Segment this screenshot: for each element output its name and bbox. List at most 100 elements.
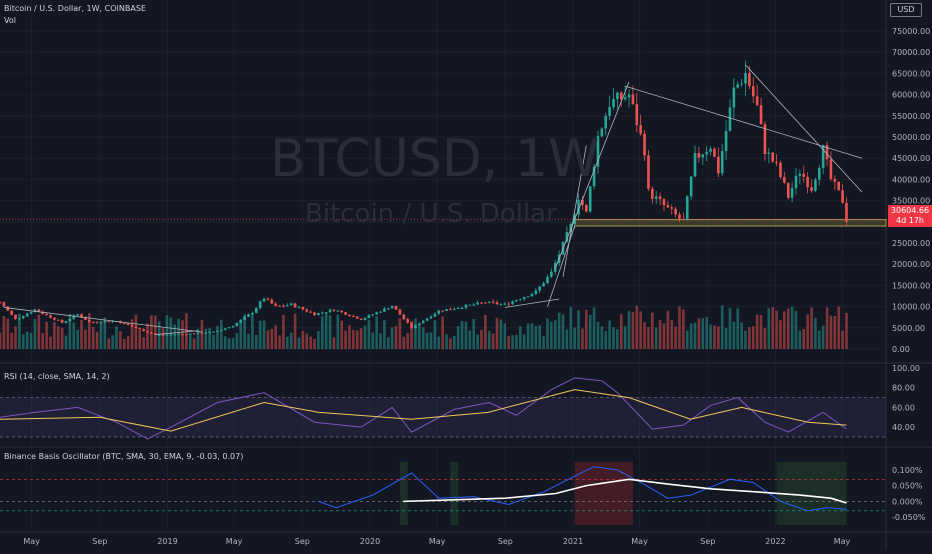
candle-body (270, 299, 274, 304)
candle-body (212, 331, 215, 333)
candle-body (670, 207, 674, 209)
candle-body (80, 314, 83, 318)
volume-bar (487, 330, 491, 349)
volume-bar (126, 336, 130, 349)
volume-bar (825, 307, 829, 349)
candle-body (60, 320, 64, 323)
candle-body (565, 232, 569, 242)
volume-bar (829, 315, 833, 349)
candle-body (239, 319, 243, 323)
candle-body (464, 304, 468, 308)
candle-body (320, 312, 324, 314)
volume-bar (251, 313, 254, 349)
volume-bar (546, 318, 549, 349)
candle-body (740, 83, 743, 85)
volume-bar (216, 325, 219, 349)
candle-body (837, 181, 841, 191)
candle-body (759, 105, 763, 125)
candle-body (647, 155, 650, 189)
candle-body (817, 167, 821, 180)
volume-bar (744, 330, 747, 349)
volume-bar (666, 310, 670, 349)
volume-bar (526, 323, 530, 349)
volume-bar (550, 321, 553, 349)
candle-body (526, 296, 530, 298)
candle-body (386, 308, 390, 310)
volume-bar (247, 333, 250, 349)
volume-bar (367, 319, 371, 349)
candle-body (25, 313, 29, 317)
candle-body (301, 306, 305, 310)
candle-body (383, 308, 386, 312)
volume-bar (491, 333, 495, 349)
volume-bar (107, 338, 111, 349)
price-tick-label: 15000.00 (892, 281, 930, 290)
volume-bar (188, 334, 192, 349)
volume-bar (60, 327, 64, 349)
candle-body (235, 322, 239, 327)
volume-bar (581, 328, 584, 349)
candle-body (662, 199, 666, 206)
volume-bar (0, 332, 2, 349)
candle-body (639, 125, 642, 134)
candle-body (503, 303, 507, 305)
candle-body (596, 136, 600, 167)
volume-bar (771, 307, 774, 349)
volume-bar (748, 327, 751, 349)
volume-bar (293, 313, 297, 349)
candle-body (192, 333, 196, 335)
candle-body (21, 316, 25, 318)
candle-body (534, 290, 538, 294)
candle-body (790, 188, 794, 198)
candle-body (414, 324, 417, 329)
candle-body (379, 311, 382, 313)
volume-bar (682, 309, 685, 349)
candle-body (472, 304, 476, 306)
candle-body (581, 199, 584, 206)
volume-bar (122, 338, 126, 349)
candle-body (243, 316, 246, 320)
volume-bar (495, 317, 499, 349)
volume-bar (802, 329, 806, 349)
candle-body (798, 173, 802, 176)
volume-bar (371, 332, 375, 349)
volume-bar (266, 330, 270, 349)
candle-body (732, 87, 736, 108)
volume-bar (375, 316, 378, 349)
volume-bar (806, 314, 809, 349)
volume-bar (643, 322, 646, 349)
currency-badge[interactable]: USD (890, 3, 922, 17)
volume-bar (173, 324, 177, 349)
volume-bar (72, 322, 76, 349)
rsi-title: RSI (14, close, SMA, 14, 2) (4, 372, 110, 381)
candle-body (468, 304, 472, 306)
candle-body (107, 321, 111, 323)
candle-body (519, 299, 522, 301)
volume-bar (258, 320, 262, 349)
volume-bar (254, 334, 258, 349)
volume-bar (14, 326, 17, 349)
candle-body (33, 309, 37, 313)
candle-body (0, 302, 2, 304)
volume-bar (585, 309, 588, 349)
candle-body (49, 314, 52, 318)
rsi-pane: 100.00 80.00 60.00 40.00 (0, 364, 920, 440)
candle-body (530, 293, 534, 297)
volume-bar (88, 313, 91, 349)
candle-body (297, 306, 301, 308)
time-tick-label: Sep (700, 537, 715, 546)
volume-bar (414, 318, 417, 349)
candle-body (654, 196, 658, 199)
volume-bar (359, 328, 363, 349)
trendline (562, 145, 587, 277)
volume-bar (604, 330, 608, 349)
candle-body (682, 218, 685, 221)
volume-bar (410, 321, 413, 349)
volume-bar (639, 311, 642, 349)
candle-body (336, 310, 340, 312)
volume-bar (814, 317, 817, 349)
volume-bar (119, 331, 122, 349)
candle-body (76, 314, 79, 316)
